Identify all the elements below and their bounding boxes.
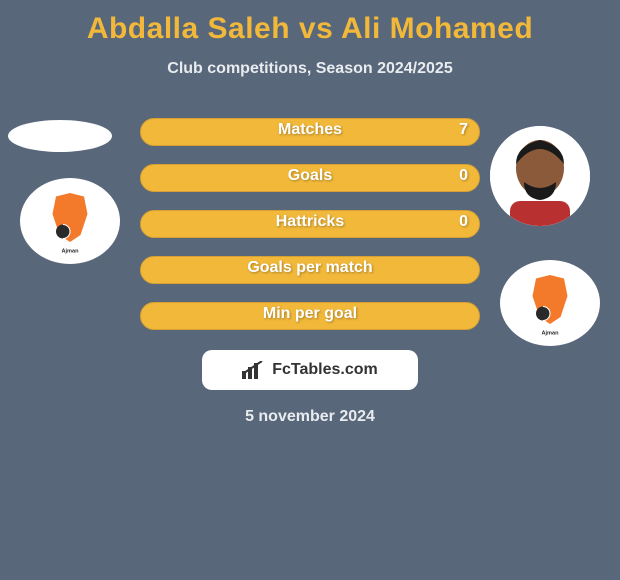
vs-text: vs (299, 12, 333, 45)
stat-label: Min per goal (140, 305, 480, 323)
stat-label: Matches (140, 121, 480, 139)
stat-row: Matches7 (140, 118, 480, 146)
svg-text:Ajman: Ajman (61, 249, 79, 255)
subtitle: Club competitions, Season 2024/2025 (0, 60, 620, 78)
stat-label: Goals (140, 167, 480, 185)
source-badge: FcTables.com (202, 350, 418, 390)
stat-row: Goals per match (140, 256, 480, 284)
ajman-club-icon: Ajman (515, 268, 585, 338)
ajman-club-icon: Ajman (35, 186, 105, 256)
page-title: Abdalla Saleh vs Ali Mohamed (0, 0, 620, 46)
player2-name: Ali Mohamed (341, 12, 533, 45)
player2-portrait-icon (490, 126, 590, 226)
player2-club-badge: Ajman (500, 260, 600, 346)
player1-avatar (8, 120, 112, 152)
stat-row: Goals0 (140, 164, 480, 192)
stat-value: 0 (459, 167, 468, 185)
stat-row: Min per goal (140, 302, 480, 330)
stat-value: 0 (459, 213, 468, 231)
player1-club-badge: Ajman (20, 178, 120, 264)
stat-label: Hattricks (140, 213, 480, 231)
stat-row: Hattricks0 (140, 210, 480, 238)
player1-name: Abdalla Saleh (87, 12, 290, 45)
svg-text:Ajman: Ajman (541, 331, 559, 337)
date-text: 5 november 2024 (0, 408, 620, 426)
comparison-card: Abdalla Saleh vs Ali Mohamed Club compet… (0, 0, 620, 580)
stat-value: 7 (459, 121, 468, 139)
player2-avatar (490, 126, 590, 226)
stat-label: Goals per match (140, 259, 480, 277)
bars-icon (242, 361, 266, 379)
source-text: FcTables.com (272, 361, 378, 379)
